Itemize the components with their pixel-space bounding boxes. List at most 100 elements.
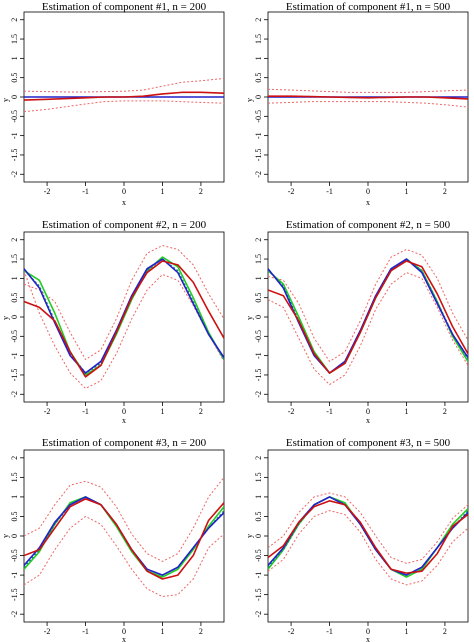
y-tick-label: -2 xyxy=(254,611,263,618)
x-tick-label: 2 xyxy=(443,627,447,636)
x-tick-label: 1 xyxy=(160,627,164,636)
y-tick-label: 1.5 xyxy=(10,34,19,44)
x-axis-label: x xyxy=(366,416,370,425)
y-tick-label: 0.5 xyxy=(254,293,263,303)
y-tick-label: -0.5 xyxy=(254,330,263,343)
panel-title: Estimation of component #3, n = 500 xyxy=(286,437,451,449)
x-tick-label: -1 xyxy=(82,627,89,636)
x-tick-label: 0 xyxy=(366,187,370,196)
y-tick-label: -1 xyxy=(254,352,263,359)
y-tick-label: -0.5 xyxy=(254,549,263,562)
upper-band-curve xyxy=(24,477,224,562)
x-tick-label: 1 xyxy=(404,407,408,416)
y-tick-label: 0.5 xyxy=(10,293,19,303)
x-axis-label: x xyxy=(122,416,126,425)
x-tick-label: 2 xyxy=(199,627,203,636)
estimate-curve xyxy=(268,260,468,374)
upper-band-curve xyxy=(24,77,224,93)
y-tick-label: -0.5 xyxy=(254,110,263,123)
y-tick-label: 0.5 xyxy=(10,511,19,521)
lower-band-curve xyxy=(24,270,224,389)
y-axis-label: y xyxy=(1,316,10,320)
y-tick-label: 1 xyxy=(254,56,263,60)
y-axis-label: y xyxy=(245,98,254,102)
y-tick-label: 0.5 xyxy=(10,73,19,83)
x-tick-label: -2 xyxy=(44,187,51,196)
x-tick-label: 0 xyxy=(122,627,126,636)
panel-5: Estimation of component #3, n = 200 x y … xyxy=(1,437,225,642)
x-tick-label: -1 xyxy=(82,187,89,196)
y-tick-label: 0 xyxy=(10,534,19,538)
y-tick-label: 0.5 xyxy=(254,73,263,83)
x-tick-label: -1 xyxy=(326,187,333,196)
x-tick-label: -1 xyxy=(82,407,89,416)
y-tick-label: 1.5 xyxy=(10,254,19,264)
y-tick-label: -0.5 xyxy=(10,110,19,123)
y-tick-label: -2 xyxy=(10,611,19,618)
plot-area xyxy=(24,77,224,113)
x-tick-label: 0 xyxy=(366,627,370,636)
y-tick-label: -2 xyxy=(10,171,19,178)
y-tick-label: 0 xyxy=(10,95,19,99)
estimate-curve xyxy=(268,500,468,574)
x-tick-label: 0 xyxy=(122,407,126,416)
x-axis-label: x xyxy=(122,635,126,642)
y-axis-label: y xyxy=(245,316,254,320)
panel-3: Estimation of component #2, n = 200 x y … xyxy=(1,219,225,425)
x-tick-label: 1 xyxy=(160,187,164,196)
y-tick-label: -1.5 xyxy=(254,149,263,162)
panel-title: Estimation of component #2, n = 500 xyxy=(286,219,451,231)
y-tick-label: -1 xyxy=(10,352,19,359)
y-tick-label: 0 xyxy=(10,315,19,319)
lower-band-curve xyxy=(268,510,468,586)
upper-band-curve xyxy=(268,492,468,564)
y-tick-label: -0.5 xyxy=(10,330,19,343)
y-tick-label: -2 xyxy=(254,171,263,178)
panel-title: Estimation of component #3, n = 200 xyxy=(42,437,207,449)
x-axis-label: x xyxy=(122,198,126,207)
y-tick-label: 2 xyxy=(254,456,263,460)
upper-band-curve xyxy=(268,248,468,362)
plot-area xyxy=(24,245,224,389)
y-tick-label: 2 xyxy=(254,238,263,242)
y-tick-label: 2 xyxy=(254,18,263,22)
x-tick-label: -1 xyxy=(326,407,333,416)
x-tick-label: -2 xyxy=(288,407,295,416)
plot-area xyxy=(268,88,468,108)
lower-band-curve xyxy=(268,101,468,108)
plot-area xyxy=(24,477,224,598)
y-tick-label: 1 xyxy=(254,276,263,280)
y-tick-label: 2 xyxy=(10,456,19,460)
y-tick-label: 0 xyxy=(254,95,263,99)
panel-title: Estimation of component #1, n = 500 xyxy=(286,1,451,13)
y-tick-label: 1.5 xyxy=(254,254,263,264)
y-axis-label: y xyxy=(1,98,10,102)
y-tick-label: -2 xyxy=(10,391,19,398)
x-tick-label: -2 xyxy=(44,627,51,636)
x-tick-label: 2 xyxy=(443,187,447,196)
y-axis-label: y xyxy=(245,534,254,538)
y-tick-label: 0.5 xyxy=(254,511,263,521)
x-tick-label: 2 xyxy=(199,407,203,416)
x-tick-label: -2 xyxy=(44,407,51,416)
y-tick-label: -0.5 xyxy=(10,549,19,562)
plot-area xyxy=(268,492,468,586)
y-tick-label: 1 xyxy=(10,495,19,499)
x-tick-label: 0 xyxy=(122,187,126,196)
x-tick-label: -2 xyxy=(288,627,295,636)
y-tick-label: 1 xyxy=(10,276,19,280)
x-tick-label: -1 xyxy=(326,627,333,636)
panel-4: Estimation of component #2, n = 500 x y … xyxy=(245,219,469,425)
y-tick-label: 2 xyxy=(10,18,19,22)
lower-band-curve xyxy=(268,272,468,386)
x-tick-label: 0 xyxy=(366,407,370,416)
y-tick-label: 2 xyxy=(10,238,19,242)
panel-1: Estimation of component #1, n = 200 x y … xyxy=(1,1,225,207)
x-axis-label: x xyxy=(366,198,370,207)
estimate-curve xyxy=(268,95,468,100)
y-tick-label: 1.5 xyxy=(254,472,263,482)
y-tick-label: -1.5 xyxy=(10,588,19,601)
x-axis-label: x xyxy=(366,635,370,642)
panel-title: Estimation of component #2, n = 200 xyxy=(42,219,207,231)
